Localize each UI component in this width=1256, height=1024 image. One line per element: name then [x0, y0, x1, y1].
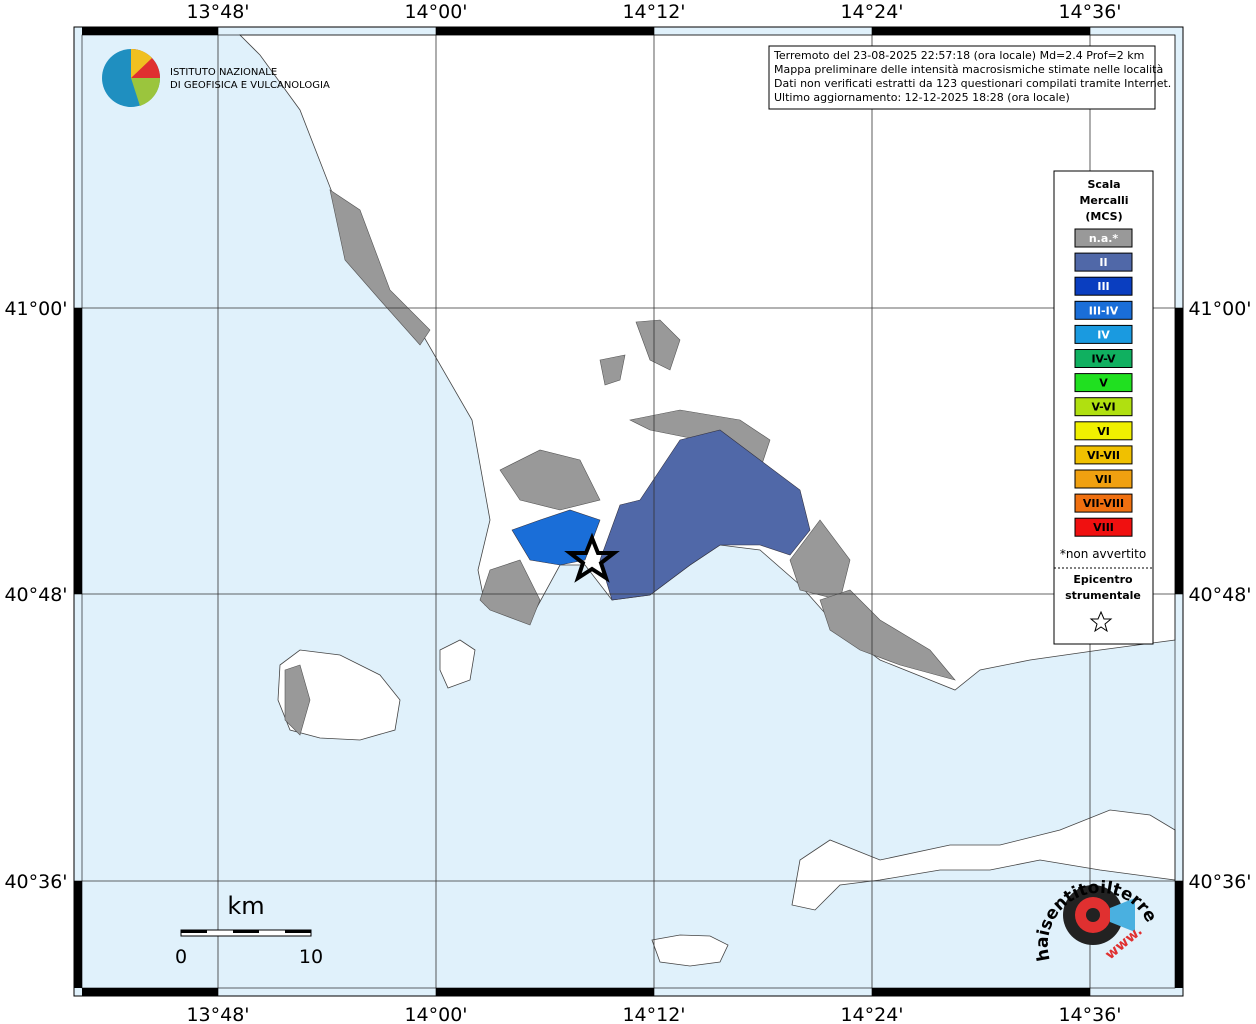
legend-swatch: [1074, 373, 1133, 393]
band: [1175, 308, 1183, 594]
info-line: Dati non verificati estratti da 123 ques…: [774, 77, 1171, 90]
legend-label: VI-VII: [1087, 449, 1120, 462]
band: [1175, 881, 1183, 988]
band: [872, 988, 1090, 996]
scale-bar: km 0 10: [175, 892, 323, 968]
longitude-label: 14°12': [622, 1, 685, 23]
scale-unit: km: [227, 892, 264, 920]
legend-label: IV: [1097, 328, 1110, 341]
legend-label: n.a.*: [1089, 232, 1119, 245]
legend: *non avvertito Epicentro strumentale Sca…: [1053, 170, 1154, 645]
band: [74, 308, 82, 594]
legend-label: V-VI: [1091, 401, 1115, 414]
band: [74, 881, 82, 988]
band: [872, 27, 1090, 35]
latitude-label: 41°00': [1188, 298, 1251, 320]
legend-label: III-IV: [1089, 304, 1119, 317]
legend-title: (MCS): [1085, 210, 1122, 223]
band: [436, 988, 654, 996]
info-line: Terremoto del 23-08-2025 22:57:18 (ora l…: [773, 49, 1144, 62]
legend-swatch: [1074, 349, 1133, 368]
legend-swatch: [1074, 300, 1133, 320]
scale-start: 0: [175, 946, 187, 968]
band: [82, 27, 218, 35]
legend-epicenter: Epicentro: [1073, 573, 1133, 586]
legend-label: IV-V: [1091, 353, 1116, 366]
band: [81, 34, 1176, 989]
legend-swatch: [1074, 324, 1133, 344]
legend-title: Mercalli: [1079, 194, 1128, 207]
longitude-label: 14°12': [622, 1004, 685, 1024]
felt-na: [284, 189, 956, 736]
legend-swatch: [1074, 397, 1133, 417]
longitude-label: 14°00': [404, 1, 467, 23]
legend-swatch: [1074, 421, 1133, 441]
logo-line1: ISTITUTO NAZIONALE: [170, 67, 277, 78]
longitude-label: 14°24': [840, 1004, 903, 1024]
longitude-label: 14°00': [404, 1004, 467, 1024]
legend-label: VII-VIII: [1083, 497, 1124, 510]
legend-label: II: [1099, 256, 1107, 269]
longitude-label: 13°48': [186, 1, 249, 23]
legend-title: Scala: [1087, 178, 1120, 191]
latitude-label: 41°00': [4, 298, 67, 320]
latitude-label: 40°48': [1188, 584, 1251, 606]
legend-swatch: [1074, 252, 1133, 272]
legend-swatch: [1074, 445, 1133, 465]
longitude-label: 14°36': [1058, 1, 1121, 23]
band: [82, 988, 218, 996]
legend-label: VII: [1095, 473, 1112, 486]
frame-bands: [73, 26, 1184, 997]
legend-label: VI: [1097, 425, 1110, 438]
legend-label: V: [1099, 377, 1108, 390]
legend-swatch: [1074, 493, 1133, 513]
latitude-label: 40°36': [1188, 871, 1251, 893]
legend-swatch: [1074, 517, 1133, 537]
legend-swatch: [1074, 276, 1133, 296]
longitude-label: 13°48': [186, 1004, 249, 1024]
scale-end: 10: [299, 946, 323, 968]
band: [436, 27, 654, 35]
legend-label: VIII: [1093, 521, 1114, 534]
legend-label: III: [1097, 280, 1109, 293]
epicenter: [564, 532, 620, 583]
longitude-label: 14°24': [840, 1, 903, 23]
logo-line2: DI GEOFISICA E VULCANOLOGIA: [170, 80, 330, 91]
info-box: Terremoto del 23-08-2025 22:57:18 (ora l…: [768, 45, 1171, 110]
legend-epicenter: strumentale: [1065, 589, 1141, 602]
legend-swatch: [1074, 228, 1133, 248]
info-line: Ultimo aggiornamento: 12-12-2025 18:28 (…: [774, 91, 1070, 104]
band: [73, 26, 1184, 997]
longitude-label: 14°36': [1058, 1004, 1121, 1024]
latitude-label: 40°36': [4, 871, 67, 893]
legend-note: *non avvertito: [1060, 547, 1146, 561]
ingv-logo: ISTITUTO NAZIONALE DI GEOFISICA E VULCAN…: [102, 49, 330, 107]
info-line: Mappa preliminare delle intensità macros…: [774, 63, 1163, 76]
legend-swatch: [1074, 469, 1133, 489]
latitude-label: 40°48': [4, 584, 67, 606]
